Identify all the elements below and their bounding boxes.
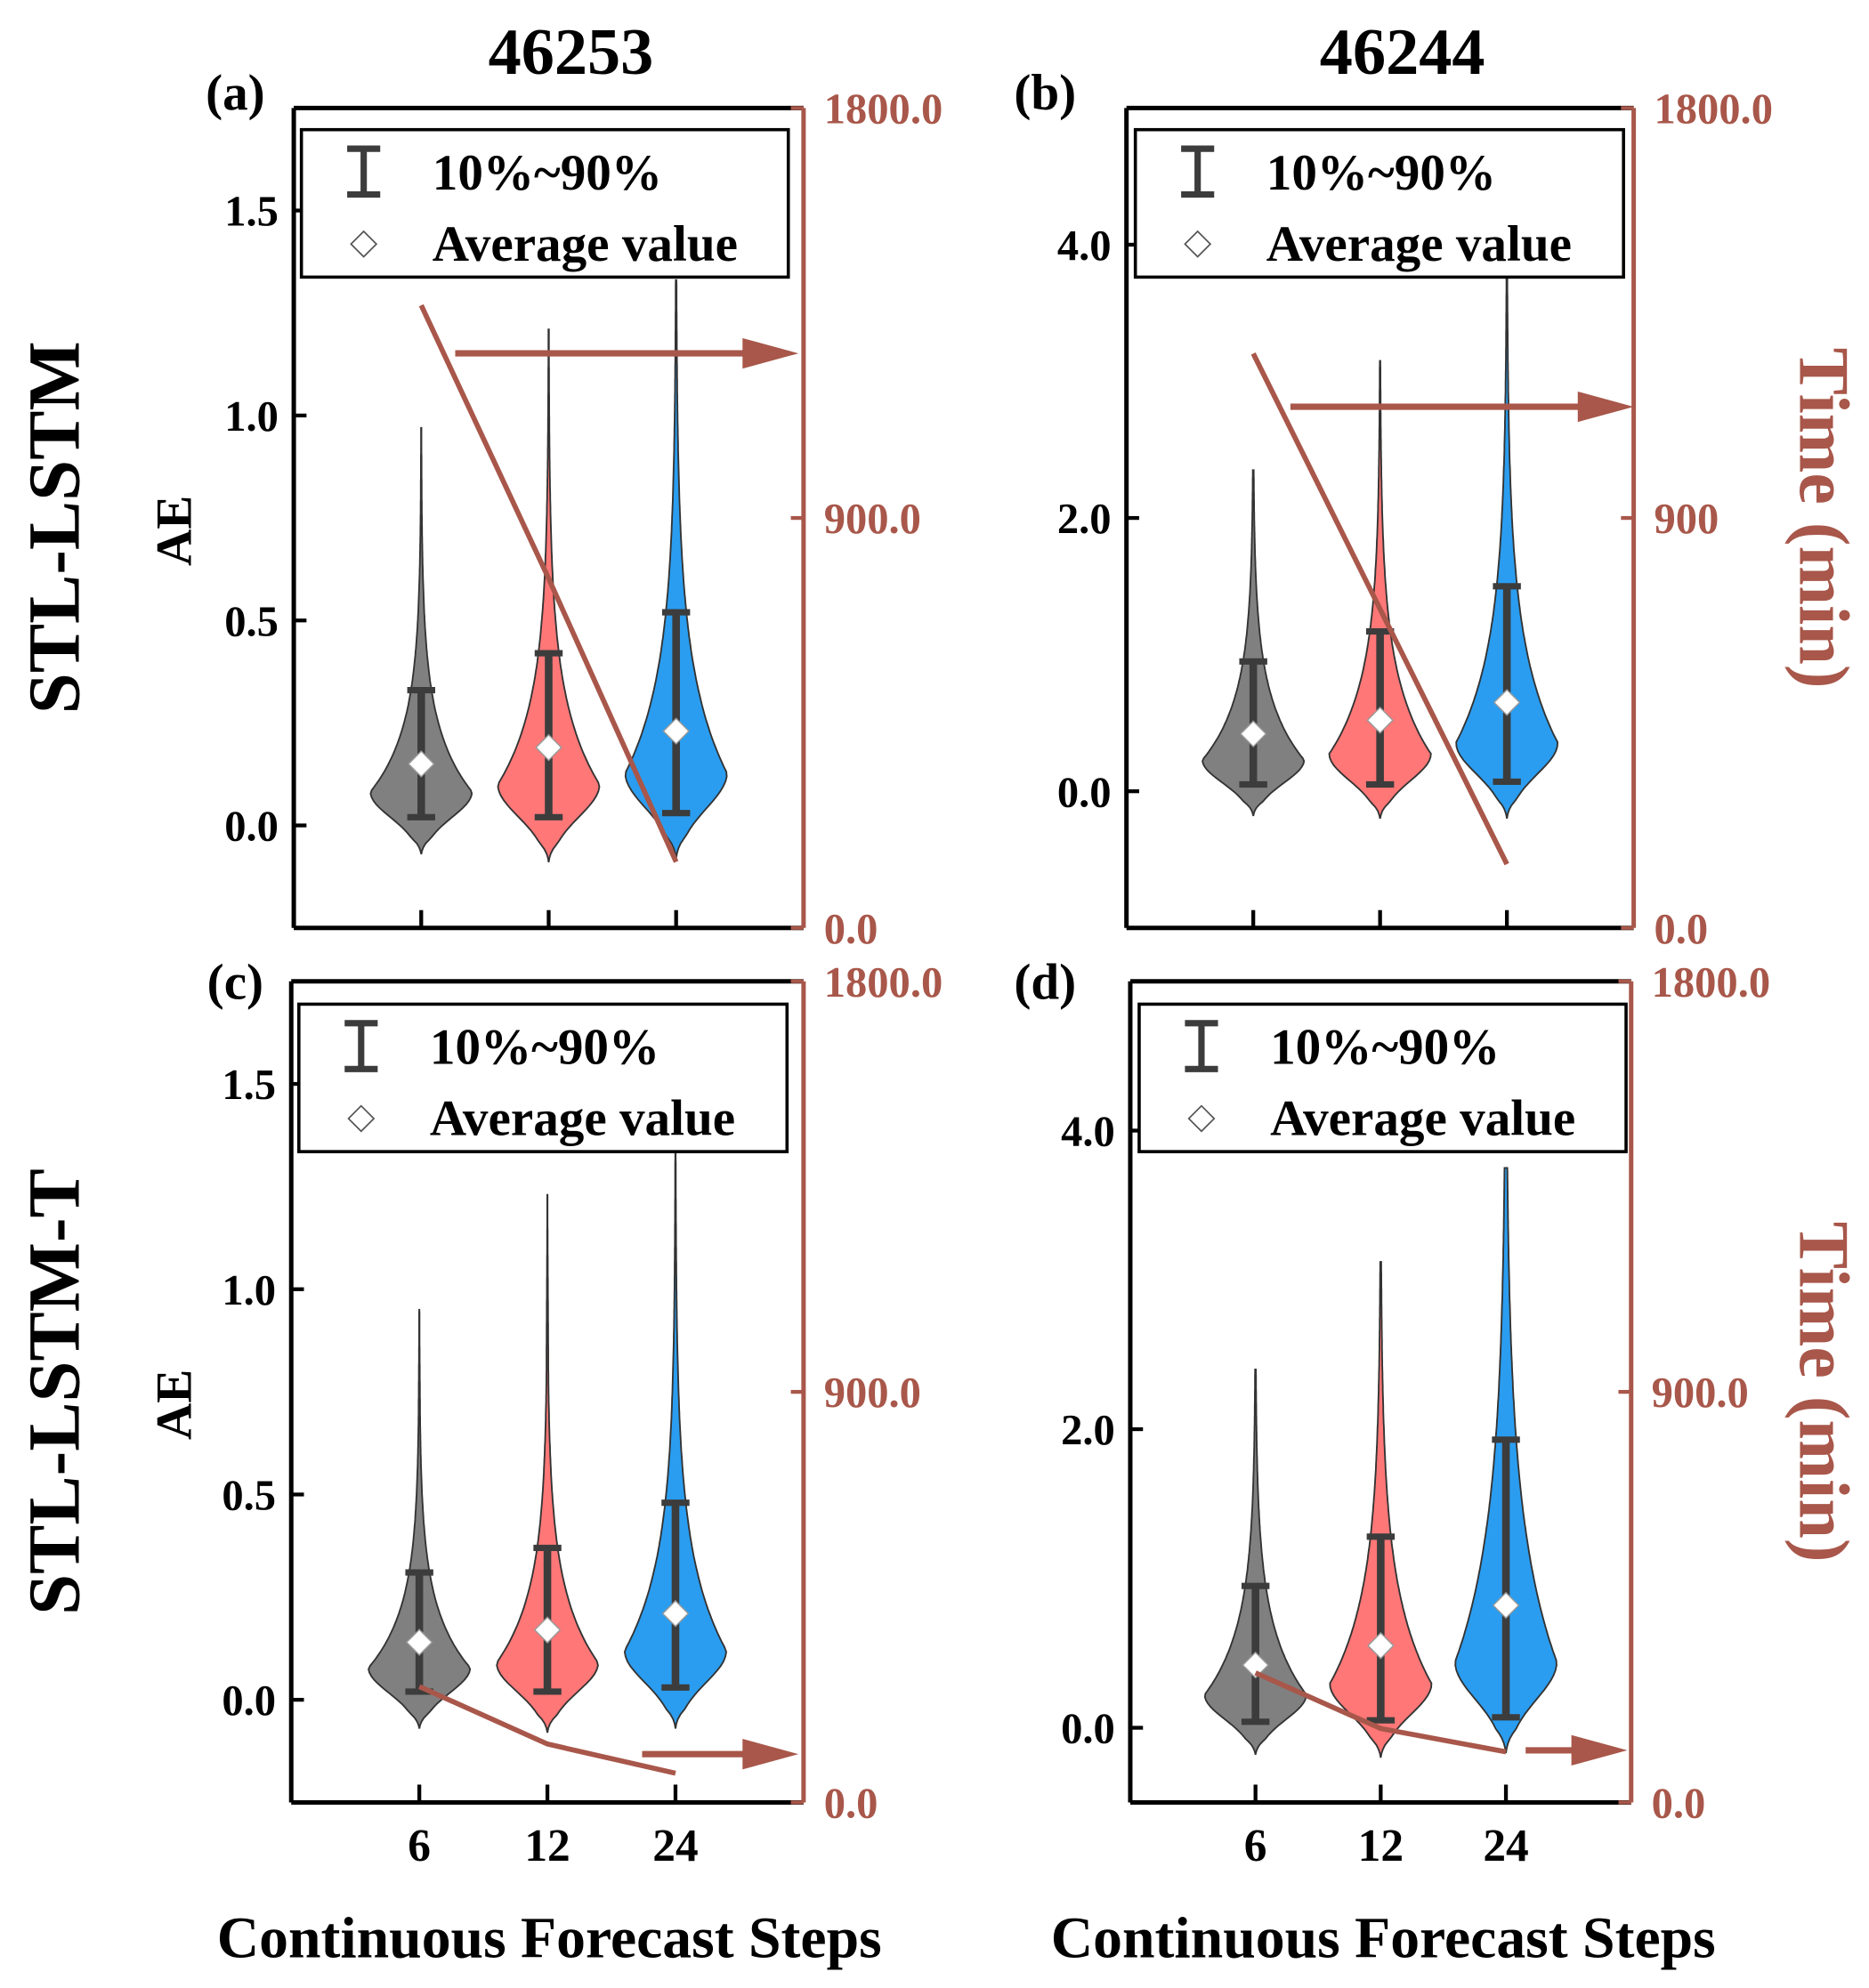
- legend-mean-label: Average value: [430, 1091, 735, 1147]
- column-title: 46253: [489, 16, 654, 89]
- panel-label: (d): [1014, 955, 1076, 1011]
- y-tick-label: 4.0: [1061, 1108, 1115, 1156]
- row-label: STL-LSTM-T: [13, 1168, 95, 1615]
- y-tick-label: 1.5: [224, 188, 279, 236]
- diamond-icon: [350, 230, 378, 258]
- violin-body: [623, 1152, 727, 1729]
- x-tick-label: 6: [1244, 1821, 1267, 1871]
- panel-label: (b): [1014, 65, 1076, 121]
- mean-marker: [1367, 1631, 1395, 1660]
- arrow-right-icon: [1571, 1734, 1628, 1766]
- violin-body: [1455, 278, 1558, 820]
- legend-range-label: 10%~90%: [1270, 1020, 1500, 1076]
- diamond-icon: [1187, 1104, 1216, 1133]
- mean-marker: [535, 733, 562, 762]
- y-tick-label: 0.0: [1061, 1705, 1115, 1753]
- y-tick-label: 0.0: [224, 803, 279, 851]
- y-tick-label: 2.0: [1057, 495, 1112, 543]
- legend-box: [297, 1002, 789, 1153]
- panel-a: (a) 0.0 0.5 1.0 1.5 0.0 900.0 1800.0 AE 10%~90% Av…: [146, 65, 943, 953]
- mean-marker: [405, 1628, 433, 1656]
- diamond-icon: [347, 1104, 376, 1133]
- panel-b: (b) 0.0 2.0 4.0 0.0 900 1800.0 Time (min) 10%~90…: [1014, 65, 1862, 953]
- mean-marker: [661, 1599, 690, 1628]
- arrow-right-icon: [742, 1739, 799, 1770]
- arrow-right-icon: [742, 337, 799, 369]
- y-tick-label: 0.5: [222, 1472, 276, 1520]
- legend-box: [1133, 127, 1625, 279]
- mean-marker: [533, 1616, 562, 1644]
- legend-mean-label: Average value: [1266, 216, 1572, 272]
- y-tick-label: 1.0: [224, 392, 279, 440]
- mean-marker: [662, 717, 690, 745]
- diamond-icon: [1184, 230, 1212, 258]
- y2-axis-title: Time (min): [1784, 348, 1863, 689]
- violin-body: [1329, 1261, 1433, 1758]
- legend-range-label: 10%~90%: [433, 145, 662, 201]
- y-tick-label: 2.0: [1061, 1406, 1115, 1454]
- violin-body: [624, 279, 728, 859]
- row-label: STL-LSTM: [13, 341, 95, 714]
- x-tick-label: 24: [1483, 1821, 1528, 1871]
- y-tick-label: 0.0: [222, 1677, 276, 1725]
- mean-marker: [1242, 1651, 1269, 1679]
- y2-tick-label: 1800.0: [1654, 85, 1773, 133]
- panel-c: (c) 0.0 0.5 1.0 1.5 0.0 900.0 1800.0 6 12 24 AE Cont…: [146, 955, 943, 1971]
- y2-tick-label: 0.0: [1652, 1780, 1706, 1828]
- y-tick-label: 1.0: [222, 1266, 276, 1314]
- legend: 10%~90% Average value: [299, 127, 790, 279]
- legend-range-label: 10%~90%: [1266, 145, 1496, 201]
- arrow-right-icon: [1577, 391, 1634, 423]
- x-axis-title: Continuous Forecast Steps: [217, 1906, 882, 1971]
- legend: 10%~90% Average value: [1137, 1002, 1628, 1153]
- mean-marker: [407, 750, 435, 778]
- y-tick-label: 1.5: [222, 1061, 276, 1109]
- violin-body: [369, 426, 473, 855]
- y-axis-title: AE: [146, 1370, 202, 1440]
- mean-marker: [1366, 707, 1394, 734]
- violin-body: [1203, 1369, 1307, 1755]
- x-tick-label: 12: [1358, 1821, 1404, 1871]
- y2-tick-label: 900.0: [824, 1369, 921, 1417]
- column-title: 46244: [1320, 16, 1485, 89]
- y2-tick-label: 1800.0: [1652, 958, 1771, 1006]
- violin-body: [368, 1308, 472, 1729]
- y-tick-label: 0.5: [224, 597, 279, 645]
- panel-label: (a): [206, 65, 265, 121]
- y2-axis-title: Time (min): [1784, 1222, 1863, 1563]
- y2-tick-label: 0.0: [1654, 905, 1708, 953]
- y-axis-title: AE: [146, 496, 202, 566]
- mean-marker: [1493, 689, 1521, 716]
- legend: 10%~90% Average value: [1133, 127, 1625, 279]
- x-axis-title: Continuous Forecast Steps: [1051, 1906, 1716, 1971]
- mean-marker: [1239, 720, 1267, 748]
- y2-tick-label: 900.0: [1652, 1369, 1749, 1417]
- violin-body: [497, 328, 601, 863]
- x-tick-label: 24: [652, 1821, 698, 1871]
- y2-tick-label: 0.0: [824, 905, 878, 953]
- panel-label: (c): [207, 955, 263, 1011]
- y2-tick-label: 900: [1654, 495, 1719, 543]
- y2-tick-label: 1800.0: [824, 85, 943, 133]
- legend-box: [299, 127, 790, 279]
- y2-tick-label: 900.0: [824, 495, 921, 543]
- y2-tick-label: 0.0: [824, 1780, 878, 1828]
- violin-body: [1328, 360, 1432, 820]
- violin-body: [1202, 469, 1306, 817]
- y2-tick-label: 1800.0: [824, 958, 943, 1006]
- x-tick-label: 6: [408, 1821, 431, 1871]
- legend-range-label: 10%~90%: [430, 1020, 659, 1076]
- mean-marker: [1492, 1591, 1520, 1620]
- panel-d: (d) 0.0 2.0 4.0 0.0 900.0 1800.0 6 12 24 Time (min…: [1014, 955, 1862, 1971]
- violin-body: [496, 1193, 599, 1733]
- y-tick-label: 4.0: [1057, 222, 1112, 270]
- x-tick-label: 12: [524, 1821, 570, 1871]
- legend-mean-label: Average value: [433, 216, 738, 272]
- legend-mean-label: Average value: [1270, 1091, 1575, 1147]
- legend-box: [1137, 1002, 1628, 1153]
- y-tick-label: 0.0: [1057, 768, 1112, 816]
- legend: 10%~90% Average value: [297, 1002, 789, 1153]
